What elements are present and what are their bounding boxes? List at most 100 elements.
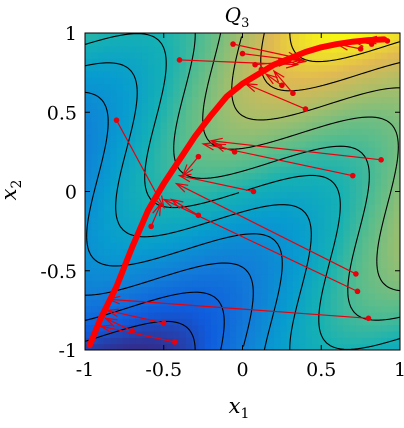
heatmap-cell xyxy=(387,324,395,332)
heatmap-cell xyxy=(122,115,130,123)
heatmap-cell xyxy=(362,305,370,313)
heatmap-cell xyxy=(85,210,92,218)
heatmap-cell xyxy=(393,248,400,256)
heatmap-cell xyxy=(192,229,199,237)
heatmap-cell xyxy=(103,229,111,237)
heatmap-cell xyxy=(355,318,363,326)
heatmap-cell xyxy=(318,318,325,326)
heatmap-cell xyxy=(135,185,143,193)
heatmap-cell xyxy=(148,185,155,193)
heatmap-cell xyxy=(110,134,118,142)
heatmap-cell xyxy=(343,292,351,300)
heatmap-cell xyxy=(122,185,130,193)
heatmap-cell xyxy=(211,166,218,174)
heatmap-cell xyxy=(374,337,382,345)
heatmap-cell xyxy=(129,77,136,85)
heatmap-cell xyxy=(148,318,155,326)
heatmap-cell xyxy=(381,58,388,66)
heatmap-cell xyxy=(148,109,155,117)
heatmap-cell xyxy=(261,261,269,269)
heatmap-cell xyxy=(337,159,344,167)
heatmap-cell xyxy=(166,299,174,307)
heatmap-cell xyxy=(116,261,124,269)
heatmap-cell xyxy=(204,343,212,350)
heatmap-cell xyxy=(135,305,143,313)
heatmap-cell xyxy=(280,90,288,97)
heatmap-cell xyxy=(211,223,218,231)
heatmap-cell xyxy=(141,248,149,256)
heatmap-cell xyxy=(217,90,225,97)
heatmap-cell xyxy=(286,71,294,78)
heatmap-cell xyxy=(318,235,325,243)
heatmap-cell xyxy=(217,242,225,250)
heatmap-cell xyxy=(160,273,168,281)
x-tick-label: -1 xyxy=(76,359,95,381)
heatmap-cell xyxy=(299,178,307,186)
heatmap-cell xyxy=(349,71,357,78)
heatmap-cell xyxy=(97,121,105,129)
heatmap-cell xyxy=(374,83,382,91)
heatmap-cell xyxy=(154,273,162,281)
heatmap-cell xyxy=(192,267,199,275)
heatmap-cell xyxy=(374,77,382,85)
heatmap-cell xyxy=(223,267,231,275)
heatmap-cell xyxy=(274,172,281,180)
heatmap-cell xyxy=(374,39,382,47)
heatmap-cell xyxy=(198,273,206,281)
heatmap-cell xyxy=(154,121,162,129)
heatmap-cell xyxy=(116,153,124,161)
heatmap-cell xyxy=(337,33,344,40)
heatmap-cell xyxy=(362,109,370,117)
heatmap-cell xyxy=(236,159,244,167)
heatmap-cell xyxy=(110,83,118,91)
heatmap-cell xyxy=(116,147,124,155)
heatmap-cell xyxy=(324,33,332,40)
heatmap-cell xyxy=(387,166,395,174)
heatmap-cell xyxy=(204,121,212,129)
heatmap-cell xyxy=(97,77,105,85)
heatmap-cell xyxy=(91,52,99,59)
heatmap-cell xyxy=(362,52,370,59)
heatmap-cell xyxy=(368,172,376,180)
heatmap-cell xyxy=(355,33,363,40)
heatmap-cell xyxy=(337,58,344,66)
heatmap-cell xyxy=(292,254,300,262)
heatmap-cell xyxy=(349,254,357,262)
heatmap-cell xyxy=(305,242,313,250)
heatmap-cell xyxy=(248,121,256,129)
heatmap-cell xyxy=(311,134,319,142)
heatmap-cell xyxy=(148,330,155,338)
heatmap-cell xyxy=(374,248,382,256)
heatmap-cell xyxy=(267,229,275,237)
heatmap-cell xyxy=(337,235,344,243)
heatmap-cell xyxy=(261,330,269,338)
heatmap-cell xyxy=(148,248,155,256)
heatmap-cell xyxy=(368,159,376,167)
heatmap-cell xyxy=(135,134,143,142)
heatmap-cell xyxy=(85,140,92,148)
heatmap-cell xyxy=(141,273,149,281)
heatmap-cell xyxy=(248,204,256,212)
heatmap-cell xyxy=(223,147,231,155)
heatmap-cell xyxy=(185,299,193,307)
heatmap-cell xyxy=(393,115,400,123)
heatmap-cell xyxy=(374,305,382,313)
heatmap-cell xyxy=(198,204,206,212)
heatmap-cell xyxy=(286,273,294,281)
heatmap-cell xyxy=(311,311,319,319)
heatmap-cell xyxy=(355,166,363,174)
heatmap-cell xyxy=(368,33,376,40)
heatmap-cell xyxy=(267,242,275,250)
heatmap-cell xyxy=(337,140,344,148)
heatmap-cell xyxy=(286,159,294,167)
heatmap-cell xyxy=(387,64,395,72)
heatmap-cell xyxy=(255,191,262,199)
heatmap-cell xyxy=(368,305,376,313)
heatmap-cell xyxy=(179,178,187,186)
heatmap-cell xyxy=(299,33,307,40)
arrow-head xyxy=(103,317,118,328)
heatmap-cell xyxy=(255,210,262,218)
heatmap-cell xyxy=(173,185,181,193)
heatmap-cell xyxy=(179,191,187,199)
heatmap-cell xyxy=(185,235,193,243)
